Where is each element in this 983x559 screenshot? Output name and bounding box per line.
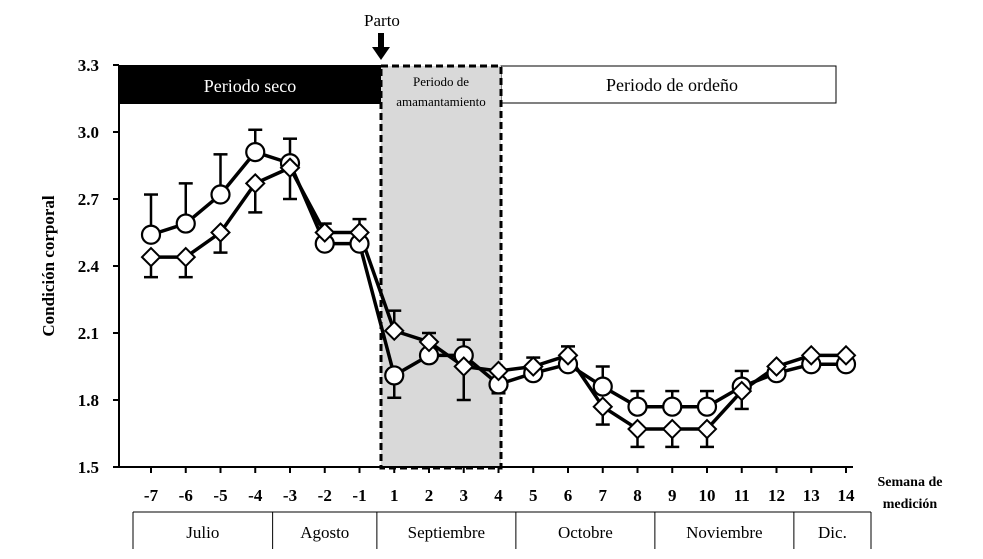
y-tick-label: 1.5 [78, 458, 99, 477]
x-tick-label: 4 [494, 486, 503, 505]
point-diamond [522, 356, 544, 377]
point-diamond [418, 331, 440, 353]
periodo-seco-label: Periodo seco [204, 76, 296, 96]
x-tick-label: -6 [179, 486, 193, 505]
point-diamond [835, 344, 857, 366]
periodo-ordeno-band [500, 65, 837, 104]
point-circle [245, 142, 266, 163]
x-tick-label: 14 [838, 486, 856, 505]
x-tick-label: 11 [734, 486, 750, 505]
point-circle [210, 184, 231, 205]
point-diamond [661, 418, 683, 440]
periodo-amamantamiento-band [379, 64, 503, 470]
x-tick-label: 6 [564, 486, 573, 505]
point-diamond [210, 222, 231, 243]
point-diamond [140, 246, 162, 268]
x-tick-label: -2 [318, 486, 332, 505]
point-diamond [731, 380, 753, 402]
y-tick-label: 2.4 [78, 257, 100, 276]
x-tick-label: -5 [213, 486, 227, 505]
x-tick-label: -7 [144, 486, 159, 505]
point-diamond [349, 222, 370, 243]
point-diamond [244, 172, 266, 194]
month-label: Julio [186, 523, 219, 542]
x-axis-label-line2: medición [883, 497, 938, 512]
x-axis-label-line1: Semana de [878, 475, 943, 490]
point-diamond [696, 418, 718, 440]
point-circle [696, 396, 718, 417]
point-circle [140, 224, 162, 245]
x-tick-label: 5 [529, 486, 538, 505]
point-diamond [383, 320, 405, 342]
x-tick-label: 7 [599, 486, 608, 505]
y-axis-label: Condición corporal [39, 195, 58, 336]
y-tick-label: 2.7 [78, 190, 100, 209]
point-circle [662, 396, 683, 417]
point-circle [627, 396, 648, 417]
point-circle [175, 213, 196, 234]
periodo-amamantamiento-label-2: amamantamiento [396, 94, 486, 109]
month-label: Noviembre [686, 523, 762, 542]
y-tick-label: 1.8 [78, 391, 99, 410]
x-tick-label: 12 [768, 486, 785, 505]
x-tick-label: 1 [390, 486, 399, 505]
x-tick-label: -1 [352, 486, 366, 505]
point-diamond [488, 360, 509, 382]
y-tick-label: 3.0 [78, 123, 99, 142]
month-label: Septiembre [408, 523, 485, 542]
point-diamond [279, 157, 301, 179]
month-label: Agosto [300, 523, 349, 542]
x-tick-label: 3 [460, 486, 469, 505]
parto-label: Parto [364, 11, 400, 30]
x-tick-label: 2 [425, 486, 434, 505]
month-label: Octobre [558, 523, 613, 542]
point-diamond [314, 222, 336, 243]
point-diamond [800, 344, 822, 366]
point-diamond [592, 396, 614, 418]
x-tick-label: 9 [668, 486, 677, 505]
point-diamond [766, 356, 787, 377]
x-tick-label: 10 [699, 486, 716, 505]
periodo-seco-band [119, 65, 381, 104]
x-tick-label: 13 [803, 486, 820, 505]
point-diamond [557, 344, 579, 366]
y-tick-label: 3.3 [78, 56, 99, 75]
periodo-ordeno-label: Periodo de ordeño [606, 75, 738, 95]
x-tick-label: -4 [248, 486, 263, 505]
periodo-amamantamiento-label-1: Periodo de [413, 74, 469, 89]
x-tick-label: -3 [283, 486, 297, 505]
month-label: Dic. [818, 523, 847, 542]
y-tick-label: 2.1 [78, 324, 99, 343]
point-circle [384, 365, 405, 386]
x-tick-label: 8 [633, 486, 642, 505]
point-diamond [453, 356, 475, 377]
point-diamond [627, 418, 648, 440]
point-circle [592, 376, 613, 397]
parto-arrow [372, 33, 390, 60]
point-diamond [175, 246, 197, 268]
